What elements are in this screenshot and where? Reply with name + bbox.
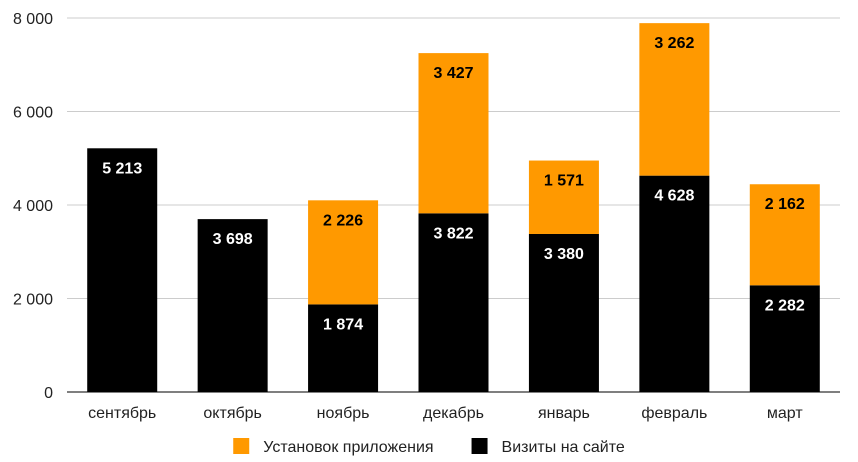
bar-segment-series-0 [639,175,710,392]
y-tick-label: 8 000 [13,11,53,28]
data-label: 2 282 [765,297,805,314]
data-labels: 5 213 3 698 1 874 2 226 3 822 3 427 3 380 1 571… [102,35,805,333]
y-axis-ticks: 0 2 000 4 000 6 000 8 000 [13,11,53,402]
data-label: 3 822 [433,225,473,242]
x-tick-label: ноябрь [317,405,370,422]
data-label: 4 628 [654,188,694,205]
legend-item: Визиты на сайте [471,438,625,456]
legend-label: Визиты на сайте [502,439,625,456]
data-label: 3 698 [213,231,253,248]
data-label: 5 213 [102,160,142,177]
bar-segment-series-0 [308,304,379,392]
data-label: 2 226 [323,212,363,229]
legend-item: Установок приложения [233,438,434,456]
data-label: 3 262 [654,35,694,52]
data-label: 1 571 [544,173,584,190]
bar-segment-series-1 [749,184,820,286]
y-tick-label: 0 [44,385,53,402]
data-label: 3 380 [544,246,584,263]
legend: Установок приложения Визиты на сайте [233,438,625,456]
bar-segment-series-1 [308,200,379,305]
legend-swatch [471,438,488,454]
bar-segment-series-1 [418,53,489,214]
x-axis-categories: сентябрь октябрь ноябрь декабрь январь феврал… [88,405,803,422]
x-tick-label: январь [538,405,590,422]
x-tick-label: сентябрь [88,405,156,422]
data-label: 1 874 [323,316,363,333]
x-tick-label: декабрь [423,405,484,422]
x-tick-label: февраль [641,405,707,422]
bar-segment-series-0 [749,285,820,392]
data-label: 3 427 [433,65,473,82]
bar-segment-series-0 [197,219,268,392]
data-label: 2 162 [765,196,805,213]
bar-segment-series-0 [418,213,489,392]
y-tick-label: 2 000 [13,292,53,309]
bars [87,23,820,392]
bar-segment-series-0 [528,233,599,392]
y-tick-label: 4 000 [13,198,53,215]
legend-label: Установок приложения [263,439,433,456]
x-tick-label: март [767,405,803,422]
legend-swatch [233,438,250,454]
bar-segment-series-0 [87,148,158,392]
y-tick-label: 6 000 [13,105,53,122]
bar-segment-series-1 [639,23,710,176]
x-tick-label: октябрь [203,405,261,422]
bar-segment-series-1 [528,160,599,234]
